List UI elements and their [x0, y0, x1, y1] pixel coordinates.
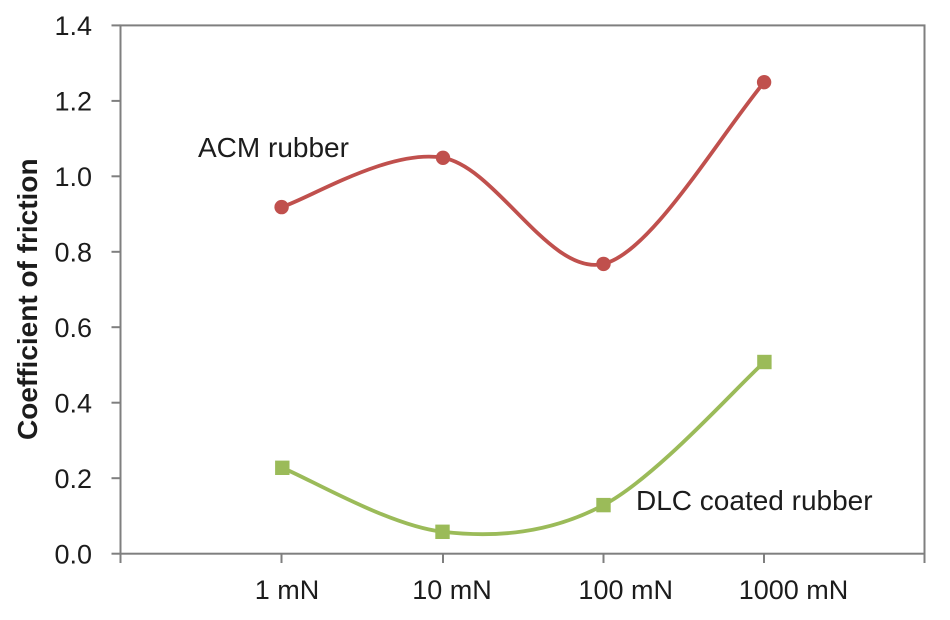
svg-text:1000 mN: 1000 mN — [739, 575, 849, 605]
svg-text:0.4: 0.4 — [54, 388, 92, 418]
svg-text:10 mN: 10 mN — [412, 575, 492, 605]
svg-text:0.0: 0.0 — [54, 539, 92, 569]
svg-text:1.4: 1.4 — [54, 11, 92, 41]
svg-text:0.6: 0.6 — [54, 313, 92, 343]
svg-text:100 mN: 100 mN — [578, 575, 673, 605]
svg-text:Coefficient of friction: Coefficient of friction — [12, 158, 43, 440]
svg-text:0.2: 0.2 — [54, 464, 92, 494]
svg-text:DLC coated rubber: DLC coated rubber — [636, 485, 873, 516]
svg-text:ACM rubber: ACM rubber — [198, 132, 349, 163]
svg-text:1 mN: 1 mN — [255, 575, 320, 605]
svg-text:1.0: 1.0 — [54, 162, 92, 192]
svg-text:1.2: 1.2 — [54, 87, 92, 117]
svg-text:0.8: 0.8 — [54, 238, 92, 268]
